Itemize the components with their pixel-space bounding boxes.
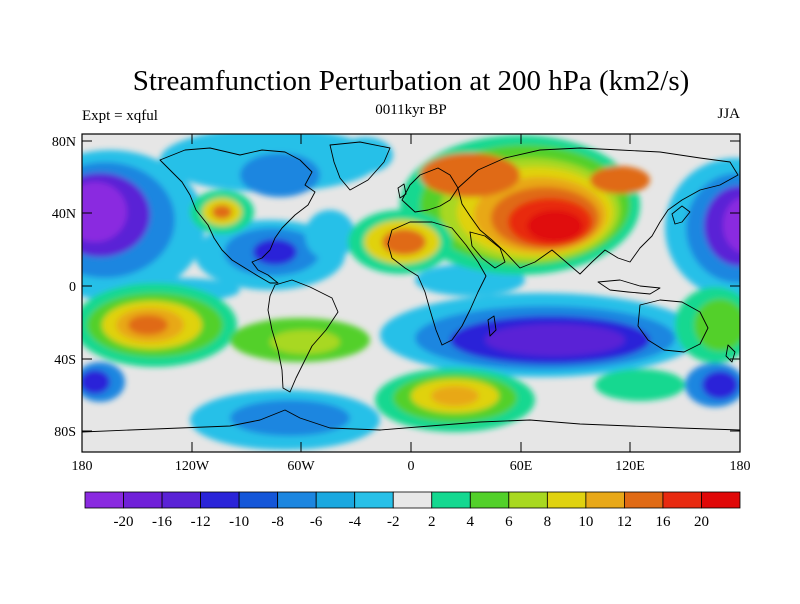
na-high-core (212, 205, 232, 219)
colorbar-label: 10 (578, 514, 593, 530)
greenland-coastline (329, 141, 391, 191)
figure-subtitle: 0011kyr BP (375, 102, 447, 118)
north-america-coastline (159, 147, 316, 284)
colorbar-label: -20 (114, 514, 134, 530)
colorbar-swatch (624, 491, 664, 509)
colorbar-swatch (662, 491, 702, 509)
figure-title: Streamfunction Perturbation at 200 hPa (… (133, 65, 690, 97)
south-america-high-core (270, 330, 340, 354)
greenland-low (337, 137, 393, 173)
lat-label-80s: 80S (54, 425, 76, 440)
colorbar-label: -6 (310, 514, 323, 530)
indonesia-coastline (597, 279, 661, 295)
colorbar-label: 4 (467, 514, 475, 530)
colorbar-label: -2 (387, 514, 400, 530)
pacific-north-low-core (82, 182, 127, 242)
colorbar-swatch (315, 491, 356, 509)
colorbar-swatch (200, 491, 240, 509)
colorbar-label: 12 (617, 514, 632, 530)
south-america-coastline (267, 279, 339, 393)
lon-label-180e: 180 (730, 459, 751, 474)
colorbar-label: -10 (229, 514, 249, 530)
lon-label-60w: 60W (287, 459, 315, 474)
south-atlantic-high-core (431, 386, 479, 406)
lon-label-120w: 120W (175, 459, 210, 474)
colorbar-swatch (585, 491, 625, 509)
southern-east-high-core (694, 299, 740, 351)
madagascar-coastline (487, 315, 497, 337)
uk-coastline (397, 183, 407, 199)
lat-label-40s: 40S (54, 353, 76, 368)
colorbar-label: -16 (152, 514, 172, 530)
antarctic-low-inner (230, 400, 350, 436)
colorbar-swatch (354, 491, 394, 509)
colorbar-swatch (392, 491, 433, 509)
east-southern-low-core (702, 371, 738, 399)
colorbar-swatch (238, 491, 279, 509)
colorbar-label: -8 (271, 514, 284, 530)
latitude-labels: 80N 40N 0 40S 80S (52, 135, 76, 440)
season-label: JJA (717, 106, 740, 122)
colorbar-label: 6 (505, 514, 513, 530)
gulf-low-core (253, 239, 297, 265)
siberia-high (420, 153, 520, 197)
africa-high-core (382, 229, 426, 255)
canada-low-inner (240, 153, 320, 197)
lat-label-80n: 80N (52, 135, 76, 150)
australia-coastline (637, 299, 709, 353)
new-zealand-coastline (725, 344, 736, 363)
south-pacific-low-core (82, 370, 110, 394)
australia-high (595, 369, 685, 401)
asian-high-core (527, 210, 583, 242)
atlantic-low (305, 210, 355, 260)
arabia-coastline (469, 231, 506, 269)
colorbar-swatch (84, 491, 124, 509)
contour-fill-layer (82, 134, 740, 450)
south-pacific-high-core (128, 315, 168, 335)
colorbar-swatch (123, 491, 163, 509)
japan-coastline (671, 205, 691, 225)
coastline-layer (82, 141, 740, 433)
lon-label-0: 0 (408, 459, 415, 474)
colorbar-label: 20 (694, 514, 709, 530)
experiment-label: Expt = xqful (82, 108, 158, 124)
lon-label-180w: 180 (72, 459, 93, 474)
lat-label-eq: 0 (69, 280, 76, 295)
colorbar-swatch (701, 491, 741, 509)
colorbar-label: 16 (655, 514, 671, 530)
colorbar-label: -12 (191, 514, 211, 530)
africa-coastline (387, 221, 487, 346)
colorbar-swatch (469, 491, 510, 509)
east-pacific-low-core (723, 197, 740, 253)
longitude-labels: 180 120W 60W 0 60E 120E 180 (72, 459, 751, 474)
asia-coastline (457, 147, 739, 275)
colorbar-swatch (277, 491, 317, 509)
east-asia-high (590, 166, 650, 194)
indian-ocean-low-core (485, 324, 625, 356)
antarctica-coastline (82, 409, 740, 433)
colorbar-swatch (431, 491, 471, 509)
colorbar-label: -4 (348, 514, 361, 530)
colorbar-label: 8 (544, 514, 552, 530)
colorbar-swatch (546, 491, 587, 509)
colorbar-label: 2 (428, 514, 436, 530)
colorbar-swatch (508, 491, 548, 509)
lon-label-60e: 60E (510, 459, 533, 474)
tick-marks (81, 134, 741, 452)
colorbar-swatch (161, 491, 201, 509)
lat-label-40n: 40N (52, 207, 76, 222)
map-panel (82, 134, 740, 452)
colorbar: -20 -16 -12 -10 -8 -6 -4 -2 2 4 6 8 10 12 16 20 (84, 491, 741, 530)
lon-label-120e: 120E (615, 459, 645, 474)
